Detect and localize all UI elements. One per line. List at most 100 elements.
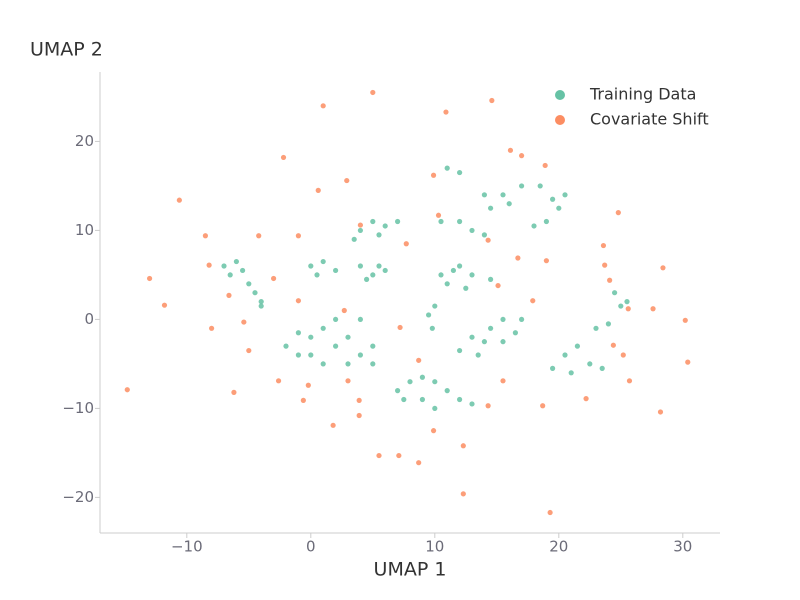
data-point xyxy=(395,388,401,394)
data-point xyxy=(357,316,363,323)
data-point xyxy=(295,233,301,239)
data-point xyxy=(625,306,631,312)
data-point xyxy=(615,210,621,216)
data-point xyxy=(488,205,494,211)
data-point xyxy=(435,212,442,218)
data-point xyxy=(124,387,130,393)
data-point xyxy=(443,109,449,115)
data-point xyxy=(495,282,501,289)
data-point xyxy=(488,276,494,282)
data-point xyxy=(488,325,494,331)
data-point xyxy=(550,365,556,371)
data-point xyxy=(543,258,550,264)
data-point xyxy=(602,262,608,268)
data-point xyxy=(308,352,314,358)
data-point xyxy=(231,389,237,395)
data-point xyxy=(457,347,463,354)
data-point xyxy=(438,218,444,225)
data-point xyxy=(426,312,432,318)
data-point xyxy=(280,154,287,161)
data-point xyxy=(489,97,495,104)
data-point xyxy=(542,162,548,169)
data-point xyxy=(500,378,506,384)
y-tick-label: 0 xyxy=(84,310,94,328)
legend-label: Covariate Shift xyxy=(590,110,709,129)
data-point xyxy=(444,388,450,394)
data-point xyxy=(485,403,491,409)
data-point xyxy=(357,263,363,269)
legend-label: Training Data xyxy=(589,85,696,104)
data-point xyxy=(233,258,239,265)
data-point xyxy=(395,218,401,225)
data-point xyxy=(430,428,437,434)
data-point xyxy=(370,89,376,96)
data-point xyxy=(295,298,301,304)
data-point xyxy=(550,196,556,202)
data-point xyxy=(531,223,537,229)
data-point xyxy=(500,339,506,345)
data-point xyxy=(275,378,282,384)
data-point xyxy=(176,197,182,203)
data-point xyxy=(682,317,688,323)
data-point xyxy=(463,285,469,291)
data-point xyxy=(685,359,691,365)
data-point xyxy=(600,242,607,249)
data-point xyxy=(519,153,525,159)
data-point xyxy=(429,325,435,331)
x-tick-label: 10 xyxy=(425,538,444,556)
data-point xyxy=(587,361,593,367)
data-point xyxy=(512,330,519,336)
data-point xyxy=(252,290,258,296)
data-point xyxy=(382,267,388,274)
data-point xyxy=(300,397,306,403)
data-point xyxy=(574,343,581,349)
data-point xyxy=(320,361,326,367)
data-point xyxy=(258,303,264,309)
data-point xyxy=(457,169,463,176)
data-point xyxy=(147,275,153,282)
data-point xyxy=(246,347,252,354)
data-point xyxy=(657,409,664,415)
data-point xyxy=(241,319,247,325)
data-point xyxy=(419,374,425,380)
data-point xyxy=(618,303,624,309)
data-point xyxy=(481,232,487,238)
data-point xyxy=(370,361,376,367)
data-point xyxy=(469,334,475,340)
data-point xyxy=(382,223,388,229)
data-point xyxy=(161,302,168,308)
data-point xyxy=(357,222,363,228)
data-point xyxy=(519,183,525,189)
data-point xyxy=(457,396,463,403)
data-point xyxy=(320,103,326,109)
data-point xyxy=(547,509,553,516)
data-point xyxy=(530,298,536,304)
data-point xyxy=(444,165,450,171)
data-point xyxy=(344,177,350,184)
data-point xyxy=(333,267,339,274)
data-point xyxy=(295,330,301,336)
data-point xyxy=(650,306,656,312)
data-point xyxy=(515,255,521,261)
data-point xyxy=(227,272,233,278)
data-point xyxy=(605,321,612,327)
data-point xyxy=(345,378,351,384)
data-point xyxy=(357,227,363,234)
data-point xyxy=(438,272,444,278)
data-point xyxy=(314,272,320,278)
y-tick-label: −20 xyxy=(62,488,94,506)
data-point xyxy=(610,342,616,348)
data-point xyxy=(341,307,347,314)
data-point xyxy=(500,316,506,323)
data-point xyxy=(460,443,466,449)
data-point xyxy=(206,262,212,268)
data-point xyxy=(333,316,339,323)
y-tick-label: −10 xyxy=(62,399,94,417)
data-point xyxy=(460,491,466,497)
y-axis-label: UMAP 2 xyxy=(30,39,103,61)
x-axis-label: UMAP 1 xyxy=(374,559,447,581)
data-point xyxy=(397,324,403,331)
data-point xyxy=(356,397,362,403)
legend-marker xyxy=(555,115,565,125)
